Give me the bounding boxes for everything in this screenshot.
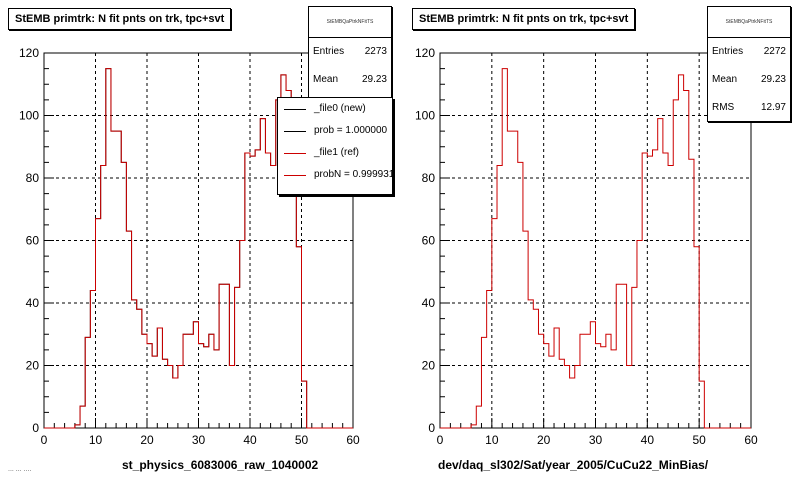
left-legend: _file0 (new) prob = 1.000000 _file1 (ref… (277, 97, 393, 195)
right-stats-name: StEMBQaPtrkNFitTS (708, 7, 790, 38)
right-x-tick-label: 30 (589, 433, 603, 447)
right-y-tick-label: 120 (415, 46, 435, 60)
legend-label-prob: prob = 1.000000 (314, 125, 388, 136)
right-y-tick-label: 40 (422, 296, 436, 310)
right-series-0 (440, 68, 751, 429)
left-x-axis-title: st_physics_6083006_raw_1040002 (122, 458, 319, 472)
legend-swatch-new (284, 109, 306, 110)
right-y-tick-label: 60 (422, 234, 436, 248)
right-x-axis-title: dev/daq_sl302/Sat/year_2005/CuCu22_MinBi… (438, 458, 709, 472)
left-y-tick-label: 120 (19, 46, 39, 60)
left-stats-box: StEMBQaPtrkNFitTS Entries 2273 Mean 29.2… (308, 6, 392, 100)
right-x-tick-label: 0 (437, 433, 444, 447)
right-stats-rms-row: RMS 12.97 (708, 94, 790, 122)
legend-swatch-prob (284, 131, 306, 132)
left-series-1 (44, 68, 353, 429)
right-stats-box: StEMBQaPtrkNFitTS Entries 2272 Mean 29.2… (707, 6, 791, 122)
right-x-tick-label: 60 (744, 433, 758, 447)
legend-entry-prob: prob = 1.000000 (278, 120, 392, 142)
right-stats-rms-label: RMS (712, 102, 735, 113)
left-x-tick-label: 50 (295, 433, 309, 447)
right-stats-mean-value: 29.23 (760, 74, 786, 85)
right-chart-title: StEMB primtrk: N fit pnts on trk, tpc+sv… (412, 8, 636, 30)
right-x-tick-label: 20 (537, 433, 551, 447)
left-stats-mean-label: Mean (313, 74, 339, 85)
legend-swatch-ref (284, 153, 306, 154)
legend-label-probn: probN = 0.999931 (314, 169, 393, 180)
right-y-tick-label: 20 (422, 359, 436, 373)
left-x-tick-label: 10 (89, 433, 103, 447)
legend-entry-ref: _file1 (ref) (278, 142, 392, 164)
footer-text: ... ... .... (8, 466, 32, 473)
left-stats-entries-label: Entries (313, 46, 345, 57)
left-stats-entries-value: 2273 (364, 46, 387, 57)
right-x-tick-label: 10 (485, 433, 499, 447)
left-y-tick-label: 60 (26, 234, 40, 248)
right-stats-mean-row: Mean 29.23 (708, 66, 790, 94)
right-y-tick-label: 100 (415, 109, 435, 123)
left-x-tick-label: 30 (192, 433, 206, 447)
right-stats-entries-value: 2272 (763, 46, 786, 57)
left-stats-mean-value: 29.23 (361, 74, 387, 85)
left-stats-mean-row: Mean 29.23 (309, 66, 391, 94)
left-y-tick-label: 100 (19, 109, 39, 123)
left-chart-title: StEMB primtrk: N fit pnts on trk, tpc+sv… (8, 8, 232, 30)
right-stats-mean-label: Mean (712, 74, 738, 85)
legend-swatch-probn (284, 175, 306, 176)
legend-entry-probn: probN = 0.999931 (278, 164, 392, 186)
legend-label-ref: _file1 (ref) (314, 147, 360, 158)
legend-label-new: _file0 (new) (314, 103, 366, 114)
left-x-tick-label: 60 (346, 433, 360, 447)
left-x-tick-label: 0 (41, 433, 48, 447)
right-x-tick-label: 50 (692, 433, 706, 447)
left-x-tick-label: 40 (243, 433, 257, 447)
left-y-tick-label: 0 (32, 421, 39, 435)
left-stats-entries-row: Entries 2273 (309, 38, 391, 66)
left-y-tick-label: 80 (26, 171, 40, 185)
right-stats-rms-value: 12.97 (760, 102, 786, 113)
left-stats-name: StEMBQaPtrkNFitTS (309, 7, 391, 38)
right-y-tick-label: 0 (428, 421, 435, 435)
legend-entry-new: _file0 (new) (278, 98, 392, 120)
right-x-tick-label: 40 (641, 433, 655, 447)
left-x-tick-label: 20 (140, 433, 154, 447)
right-y-tick-label: 80 (422, 171, 436, 185)
right-stats-entries-row: Entries 2272 (708, 38, 790, 66)
left-y-tick-label: 40 (26, 296, 40, 310)
left-y-tick-label: 20 (26, 359, 40, 373)
right-stats-entries-label: Entries (712, 46, 744, 57)
